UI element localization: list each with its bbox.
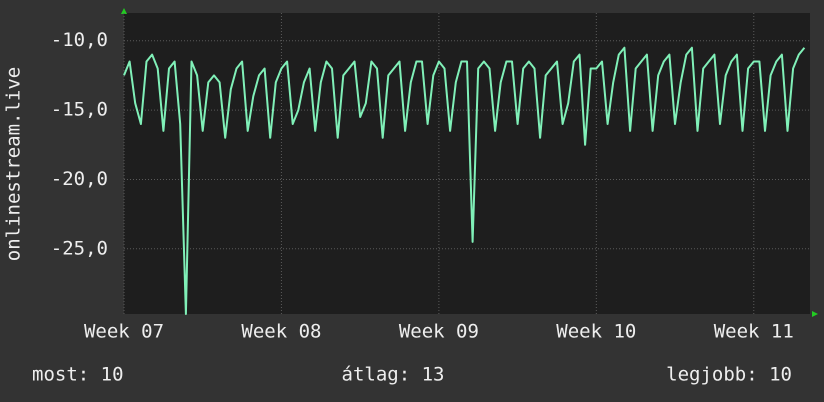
- x-tick-label: Week 08: [241, 321, 321, 343]
- y-tick-label: -10,0: [51, 29, 108, 51]
- axis-arrow: [121, 8, 127, 14]
- y-tick-label: -20,0: [51, 168, 108, 190]
- x-tick-label: Week 11: [714, 321, 794, 343]
- data-line: [123, 46, 806, 315]
- footer-average: átlag: 13: [342, 364, 445, 386]
- footer-best: legjobb: 10: [666, 364, 792, 386]
- axis-arrow: [812, 311, 818, 317]
- footer-current: most: 10: [32, 364, 124, 386]
- y-tick-label: -15,0: [51, 99, 108, 121]
- x-tick-label: Week 07: [84, 321, 164, 343]
- x-tick-label: Week 10: [556, 321, 636, 343]
- y-tick-label: -25,0: [51, 237, 108, 259]
- plot-area: [124, 13, 810, 314]
- y-axis-label: onlinestream.live: [3, 67, 25, 261]
- x-tick-label: Week 09: [399, 321, 479, 343]
